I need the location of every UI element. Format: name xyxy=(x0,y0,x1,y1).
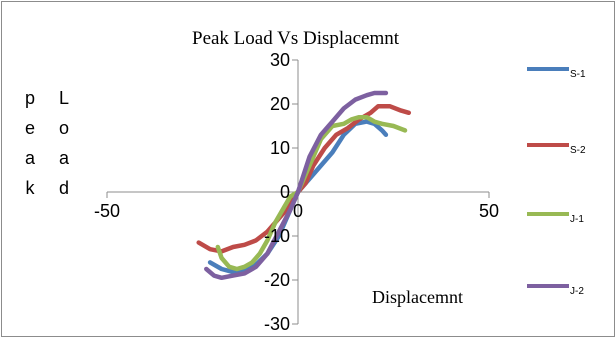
x-tick-label: 50 xyxy=(479,201,499,221)
y-tick-label: 10 xyxy=(270,138,290,158)
y-axis-title-letter: k xyxy=(26,178,36,198)
y-axis-title-letter: o xyxy=(59,118,69,138)
y-axis-title-letter: e xyxy=(25,118,35,138)
x-tick-label: 0 xyxy=(293,201,303,221)
legend-label-s-1: S-1 xyxy=(570,69,586,80)
y-axis-title-letter: a xyxy=(25,148,36,168)
x-axis-title: Displacemnt xyxy=(372,287,463,307)
y-axis-title-letter: p xyxy=(25,88,35,108)
legend-label-j-1: J-1 xyxy=(570,214,584,225)
series-lines xyxy=(196,90,412,281)
x-tick-label: -50 xyxy=(94,201,120,221)
y-tick-label: -30 xyxy=(264,314,290,334)
legend: S-1 S-2 J-1 J-2 xyxy=(527,67,586,297)
series-line-j-2 xyxy=(204,90,389,281)
y-axis-title-letter: d xyxy=(59,178,69,198)
y-axis-title-letter: L xyxy=(59,88,69,108)
y-axis-title-letter: a xyxy=(59,148,70,168)
y-tick-label: 30 xyxy=(270,50,290,70)
legend-label-j-2: J-2 xyxy=(570,286,584,297)
legend-label-s-2: S-2 xyxy=(570,145,586,156)
y-tick-label: -10 xyxy=(264,226,290,246)
chart-title: Peak Load Vs Displacemnt xyxy=(192,28,400,49)
y-tick-label: 20 xyxy=(270,94,290,114)
y-tick-label: -20 xyxy=(264,270,290,290)
y-tick-label: 0 xyxy=(280,182,290,202)
